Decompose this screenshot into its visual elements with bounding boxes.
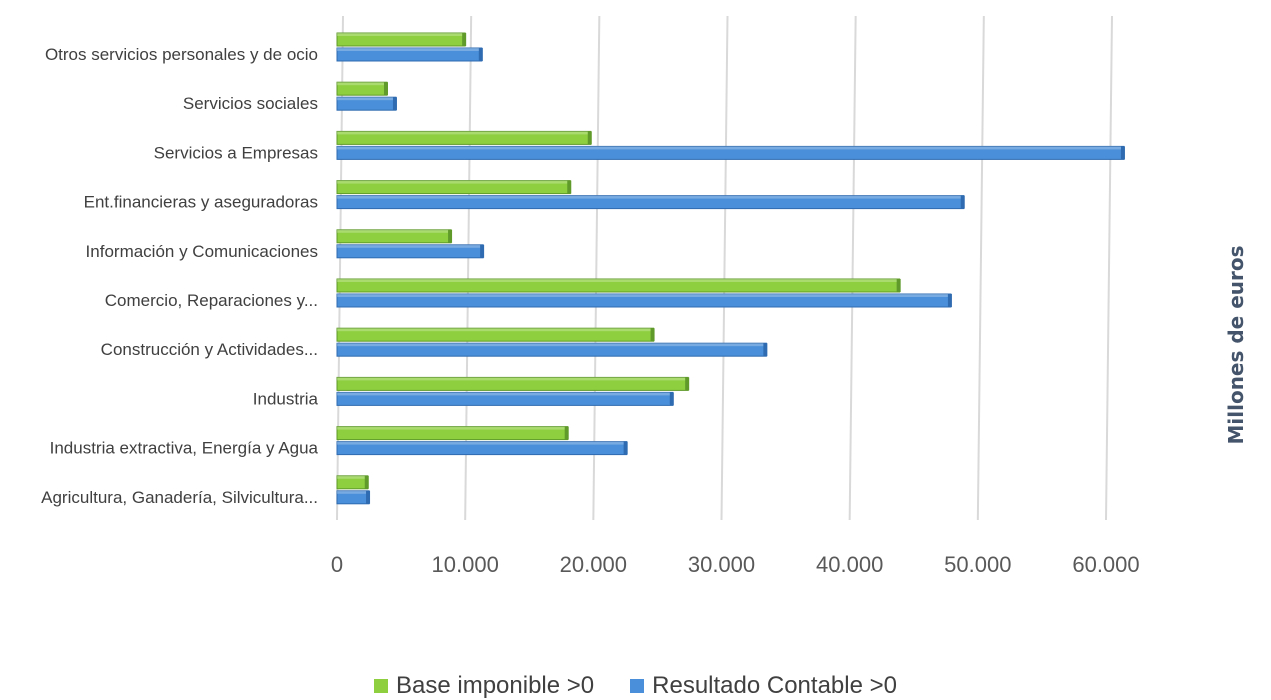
bar-end-cap	[763, 343, 768, 357]
bar-highlight	[337, 97, 393, 101]
legend-item-resultado-contable: Resultado Contable >0	[630, 672, 897, 700]
x-tick-label: 40.000	[816, 552, 883, 577]
category-label: Industria	[253, 389, 319, 408]
bar-highlight	[337, 131, 588, 135]
grid-lines	[336, 15, 1113, 521]
bar-highlight	[337, 146, 1121, 150]
bar-highlight	[337, 33, 463, 36]
bar-highlight	[337, 377, 686, 381]
bar-end-cap	[896, 279, 901, 292]
x-tick-label: 0	[331, 552, 343, 577]
category-label: Industria extractiva, Energía y Agua	[50, 439, 319, 458]
legend-item-base-imponible: Base imponible >0	[374, 672, 594, 700]
bar-end-cap	[669, 392, 674, 406]
bar-end-cap	[448, 229, 453, 243]
category-label: Otros servicios personales y de ocio	[45, 45, 318, 64]
gridline	[976, 15, 985, 521]
bar-end-cap	[564, 426, 569, 440]
x-tick-label: 50.000	[944, 552, 1011, 577]
x-tick-label: 20.000	[560, 552, 627, 577]
bar-end-cap	[960, 195, 965, 209]
category-label: Comercio, Reparaciones y...	[105, 291, 318, 310]
bar-highlight	[337, 180, 568, 184]
category-labels: Otros servicios personales y de ocio Serv…	[41, 45, 318, 507]
category-label: Servicios a Empresas	[154, 143, 318, 162]
category-label: Ent.financieras y aseguradoras	[84, 193, 318, 212]
legend-label: Base imponible >0	[396, 672, 595, 699]
bar-end-cap	[364, 475, 369, 489]
bar-end-cap	[462, 33, 467, 46]
category-label: Agricultura, Ganadería, Silvicultura...	[41, 488, 318, 507]
bar-end-cap	[650, 328, 655, 342]
bar-end-cap	[567, 180, 572, 194]
gridline	[720, 15, 729, 521]
bar-highlight	[337, 294, 948, 297]
y-axis-title: Millones de euros	[1224, 245, 1248, 444]
bars	[336, 32, 1125, 505]
bar-end-cap	[1120, 146, 1125, 160]
bar-end-cap	[685, 377, 690, 391]
category-label: Información y Comunicaciones	[86, 242, 318, 261]
bar-highlight	[337, 490, 367, 494]
legend-swatch-blue	[630, 679, 645, 693]
bar-end-cap	[947, 294, 952, 307]
bar-highlight	[337, 426, 565, 430]
bar-highlight	[337, 229, 449, 233]
x-tick-label: 60.000	[1072, 552, 1139, 577]
bar-highlight	[337, 475, 365, 479]
bar-end-cap	[392, 97, 397, 111]
gridline	[848, 15, 857, 521]
x-tick-label: 10.000	[432, 552, 499, 577]
category-label: Construcción y Actividades...	[101, 340, 318, 359]
x-tick-labels: 0 10.000 20.000 30.000 40.000 50.000 60.000	[331, 552, 1140, 577]
bar-highlight	[337, 82, 384, 86]
bar-end-cap	[383, 82, 388, 96]
bar-end-cap	[366, 490, 371, 504]
bar-highlight	[337, 48, 479, 51]
bar-highlight	[337, 392, 670, 396]
gridline	[1105, 15, 1113, 521]
category-label: Servicios sociales	[183, 94, 318, 113]
bar-highlight	[337, 244, 481, 248]
bar-highlight	[337, 279, 897, 282]
bar-highlight	[337, 328, 651, 332]
gridline	[592, 15, 601, 521]
bar-end-cap	[478, 48, 483, 61]
x-tick-label: 30.000	[688, 552, 755, 577]
bar-end-cap	[587, 131, 592, 145]
bar-highlight	[337, 343, 764, 347]
bar-highlight	[337, 441, 624, 445]
legend-swatch-green	[374, 679, 388, 693]
bar-end-cap	[480, 244, 485, 258]
bar-highlight	[337, 195, 961, 199]
legend: Base imponible >0 Resultado Contable >0	[0, 672, 1271, 700]
bar-end-cap	[623, 441, 628, 455]
legend-label: Resultado Contable >0	[652, 672, 897, 699]
